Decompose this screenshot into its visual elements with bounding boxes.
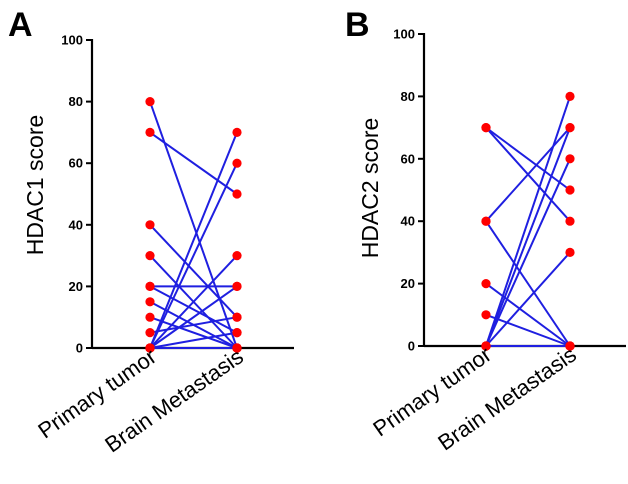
primary-tumor-point	[145, 127, 155, 137]
pair-line	[149, 132, 238, 349]
brain-metastasis-point	[232, 281, 242, 291]
brain-metastasis-point	[565, 185, 575, 195]
primary-tumor-point	[145, 328, 155, 338]
y-tick-label: 60	[401, 151, 415, 166]
y-tick-label: 80	[401, 89, 415, 104]
pair-line	[149, 285, 238, 334]
pair-line	[149, 316, 238, 349]
primary-tumor-point	[481, 310, 491, 320]
primary-tumor-point	[145, 312, 155, 322]
brain-metastasis-point	[232, 127, 242, 137]
pair-line	[485, 220, 571, 347]
primary-tumor-point	[145, 97, 155, 107]
primary-tumor-point	[145, 251, 155, 261]
points-a	[145, 97, 242, 353]
pair-line	[149, 101, 238, 349]
pair-line	[485, 96, 571, 347]
y-tick-label: 20	[69, 279, 83, 294]
pair-line	[149, 331, 238, 349]
y-tick-label: 40	[69, 217, 83, 232]
y-tick-label: 80	[69, 94, 83, 109]
points-b	[481, 91, 575, 351]
pair-line	[149, 254, 238, 349]
brain-metastasis-point	[232, 343, 242, 353]
pair-line	[149, 162, 238, 349]
y-tick-label: 100	[61, 33, 83, 48]
pair-line	[485, 251, 571, 347]
y-tick-label: 40	[401, 214, 415, 229]
primary-tumor-point	[481, 123, 491, 133]
y-tick-label: 60	[69, 156, 83, 171]
brain-metastasis-point	[565, 247, 575, 257]
y-tick-label: 0	[76, 341, 83, 356]
pair-line	[485, 127, 571, 347]
panel-letter-b: B	[345, 6, 370, 44]
pair-line	[485, 126, 571, 191]
pair-line	[149, 285, 238, 349]
y-tick-label: 100	[393, 27, 415, 42]
y-tick-label: 0	[408, 339, 415, 354]
primary-tumor-point	[145, 220, 155, 230]
panel-letter-a: A	[8, 6, 33, 44]
brain-metastasis-point	[565, 91, 575, 101]
y-axis-label-b: HDAC2 score	[357, 118, 383, 259]
y-axis-label-a: HDAC1 score	[22, 115, 48, 256]
pair-line	[149, 131, 238, 195]
brain-metastasis-point	[232, 251, 242, 261]
y-tick-label: 20	[401, 276, 415, 291]
pair-line	[485, 126, 571, 222]
pair-line	[149, 316, 238, 334]
primary-tumor-point	[481, 341, 491, 351]
y-ticks-b: 0 20 40 60 80 100	[393, 27, 424, 354]
y-ticks-a: 0 20 40 60 80 100	[61, 33, 92, 356]
brain-metastasis-point	[565, 154, 575, 164]
primary-tumor-point	[145, 343, 155, 353]
brain-metastasis-point	[232, 189, 242, 199]
primary-tumor-point	[145, 281, 155, 291]
pair-lines-a	[149, 101, 238, 349]
pair-line	[485, 158, 571, 347]
brain-metastasis-point	[565, 341, 575, 351]
pair-lines-b	[485, 96, 571, 347]
primary-tumor-point	[481, 216, 491, 226]
brain-metastasis-point	[232, 328, 242, 338]
primary-tumor-point	[481, 279, 491, 289]
pair-line	[485, 313, 571, 347]
brain-metastasis-point	[565, 216, 575, 226]
brain-metastasis-point	[232, 158, 242, 168]
primary-tumor-point	[145, 297, 155, 307]
brain-metastasis-point	[565, 123, 575, 133]
pair-line	[149, 224, 238, 318]
brain-metastasis-point	[232, 312, 242, 322]
pair-line	[485, 282, 571, 347]
